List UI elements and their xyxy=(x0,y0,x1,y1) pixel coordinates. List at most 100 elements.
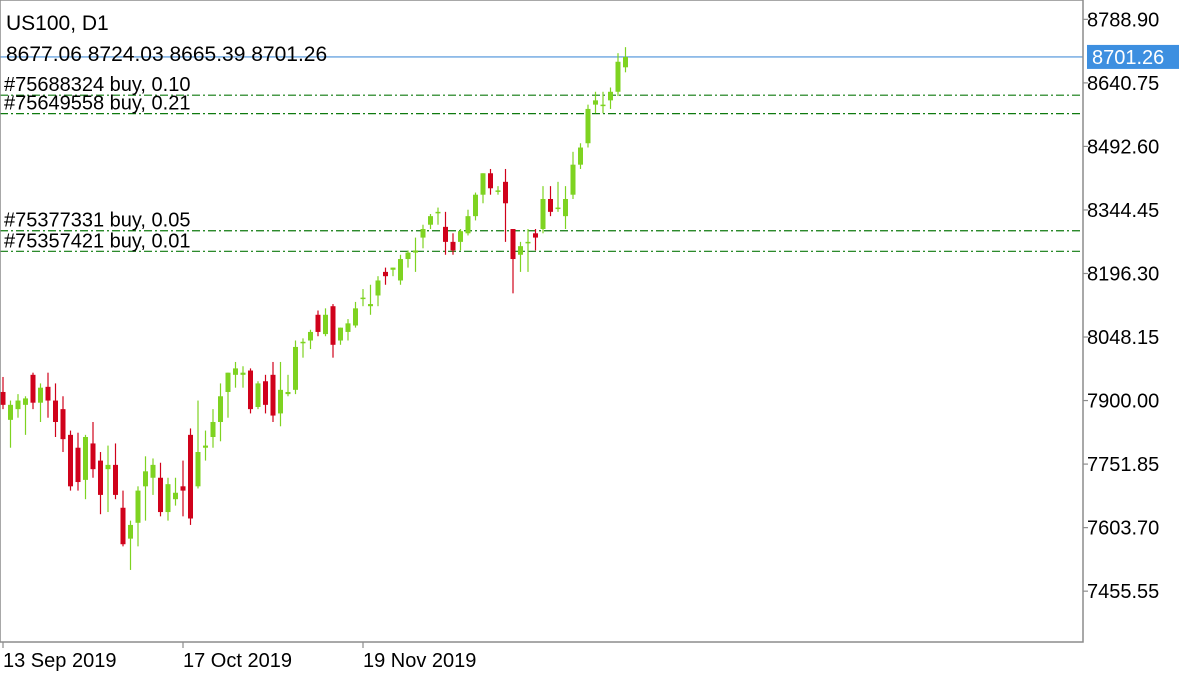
candle-bull xyxy=(135,490,141,523)
candle-bear xyxy=(510,229,516,260)
candle-bull xyxy=(285,391,291,395)
candle-bear xyxy=(548,198,553,212)
candle-bull xyxy=(458,231,463,242)
x-tick-label: 13 Sep 2019 xyxy=(3,650,116,672)
candle-bull xyxy=(518,246,523,255)
candle-bull xyxy=(473,194,478,217)
candle-bull xyxy=(420,229,426,238)
candle-bear xyxy=(503,181,508,204)
candle-bull xyxy=(293,346,298,390)
candle-bear xyxy=(270,374,276,416)
y-tick-label: 8196.30 xyxy=(1087,263,1159,285)
chart-frame xyxy=(0,0,1084,643)
candle-bull xyxy=(405,252,411,260)
candle-bear xyxy=(0,391,6,405)
candle-bull xyxy=(150,464,156,478)
candle-bull xyxy=(608,91,613,101)
candle-bull xyxy=(105,464,111,470)
order-label: #75688324 buy, 0.10 xyxy=(4,74,190,96)
candle-bull xyxy=(398,259,403,281)
candle-bull xyxy=(368,304,373,307)
candle-bull xyxy=(165,484,171,513)
candle-bull xyxy=(585,108,591,144)
candle-bear xyxy=(263,381,268,405)
candle-bull xyxy=(143,471,148,487)
candle-bull xyxy=(218,396,223,422)
y-tick-label: 8788.90 xyxy=(1087,9,1159,31)
candle-bull xyxy=(8,404,13,420)
candle-bull xyxy=(203,445,208,448)
candle-bear xyxy=(180,486,186,491)
candle-bull xyxy=(495,190,501,192)
y-tick-label: 8344.45 xyxy=(1087,200,1159,222)
y-tick-label: 7455.55 xyxy=(1087,581,1159,603)
candle-bear xyxy=(90,443,96,470)
ohlc-values: 8677.06 8724.03 8665.39 8701.26 xyxy=(6,43,328,66)
candle-bull xyxy=(623,56,628,68)
candle-bear xyxy=(330,306,336,345)
candle-bear xyxy=(60,409,66,440)
candle-bull xyxy=(233,368,238,375)
y-tick-label: 8640.75 xyxy=(1087,73,1159,95)
candle-bull xyxy=(435,211,441,214)
current-price-tag: 8701.26 xyxy=(1087,44,1179,69)
candle-bull xyxy=(323,314,328,335)
candle-bull xyxy=(593,100,598,105)
candle-bear xyxy=(158,477,163,513)
candle-bear xyxy=(248,370,253,410)
symbol-title: US100, D1 xyxy=(6,12,109,35)
candle-bull xyxy=(195,452,201,487)
candle-bull xyxy=(240,372,246,375)
candle-bull xyxy=(465,216,471,234)
candle-bull xyxy=(308,331,313,341)
candle-bull xyxy=(570,164,576,195)
y-tick-label: 7603.70 xyxy=(1087,518,1159,540)
candle-bear xyxy=(443,226,448,242)
candle-bull xyxy=(360,297,366,300)
y-tick-label: 7751.85 xyxy=(1087,454,1159,476)
candle-bull xyxy=(225,372,231,392)
candle-bull xyxy=(353,308,358,326)
x-tick-label: 19 Nov 2019 xyxy=(363,650,476,672)
candle-bear xyxy=(68,434,73,487)
candle-bull xyxy=(480,173,486,195)
order-label: #75377331 buy, 0.05 xyxy=(4,210,190,232)
candle-bull xyxy=(173,492,178,500)
candle-bull xyxy=(278,389,283,414)
current-price-tag-label: 8701.26 xyxy=(1092,47,1164,69)
candle-bull xyxy=(15,400,21,410)
candle-bull xyxy=(128,524,133,539)
candle-bear xyxy=(75,447,81,483)
candle-bull xyxy=(578,147,583,165)
candle-bull xyxy=(555,207,561,210)
candle-bull xyxy=(563,198,568,217)
candle-bull xyxy=(38,387,43,403)
candle-bull xyxy=(300,341,306,344)
y-tick-label: 8492.60 xyxy=(1087,136,1159,158)
candle-bear xyxy=(383,271,388,277)
order-label: #75357421 buy, 0.01 xyxy=(4,230,190,252)
x-tick-label: 17 Oct 2019 xyxy=(183,650,292,672)
candle-bull xyxy=(390,267,396,270)
candle-bull xyxy=(413,250,418,253)
candles-layer xyxy=(0,47,628,570)
candle-bear xyxy=(533,233,538,238)
candle-bear xyxy=(120,507,126,545)
candle-bull xyxy=(210,421,216,438)
candle-bull xyxy=(255,383,261,407)
order-lines-layer: #75688324 buy, 0.10#75649558 buy, 0.21 #7… xyxy=(0,74,1083,252)
candle-bear xyxy=(488,173,493,189)
time-axis: 13 Sep 2019 17 Oct 2019 19 Nov 2019 xyxy=(2,642,476,672)
candle-bull xyxy=(615,61,621,92)
candle-bull xyxy=(345,323,351,332)
candle-bear xyxy=(30,374,36,403)
candle-bear xyxy=(315,314,321,332)
candle-bull xyxy=(600,104,606,107)
candle-bull xyxy=(525,241,531,244)
y-tick-label: 7900.00 xyxy=(1087,391,1159,413)
candle-bear xyxy=(53,400,58,422)
candle-bull xyxy=(375,280,381,296)
candle-bull xyxy=(338,327,343,341)
